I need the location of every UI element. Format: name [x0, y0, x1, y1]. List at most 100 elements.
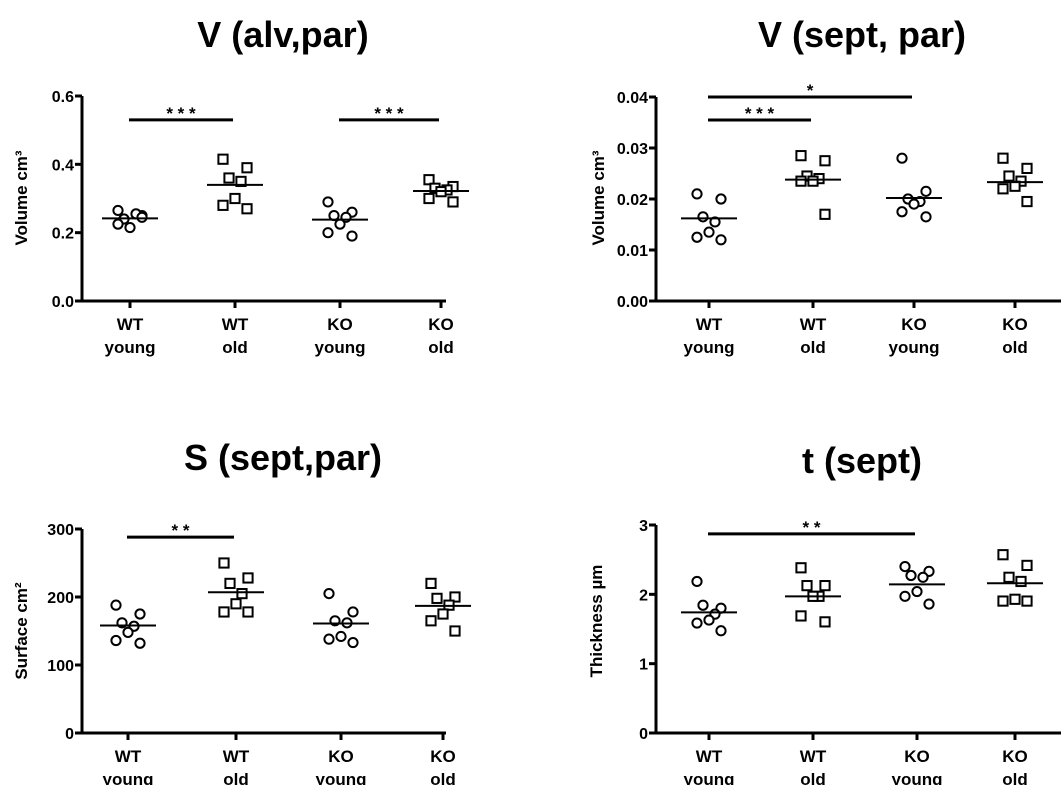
data-point-circle — [917, 571, 929, 583]
data-point-circle — [322, 196, 334, 208]
data-point-circle — [347, 636, 359, 649]
data-point-square — [795, 175, 807, 187]
data-point-square — [218, 557, 230, 569]
x-tick-label: old — [430, 770, 456, 785]
x-tick-label: KO — [904, 747, 930, 766]
data-point-circle — [323, 633, 335, 645]
data-point-square — [431, 592, 443, 604]
significance-label: * * — [803, 518, 821, 537]
y-axis-label: Volume cm³ — [12, 150, 31, 245]
y-tick-label: 0.2 — [52, 226, 74, 243]
x-tick-label: KO — [328, 747, 354, 766]
data-point-square — [997, 549, 1009, 561]
data-point-square — [795, 610, 807, 622]
x-tick-label: WT — [696, 747, 723, 766]
data-point-square — [1021, 195, 1033, 208]
data-point-square — [819, 208, 831, 220]
x-tick-label: young — [315, 338, 366, 357]
x-tick-label: WT — [800, 747, 827, 766]
data-point-circle — [715, 625, 727, 637]
significance-label: * * * — [166, 104, 196, 123]
data-point-circle — [691, 575, 703, 588]
data-point-circle — [709, 216, 721, 228]
y-tick-label: 0 — [639, 726, 648, 743]
data-point-circle — [110, 599, 122, 611]
panel-title: V (alv,par) — [197, 14, 368, 55]
data-point-circle — [346, 230, 358, 242]
panel-3: S (sept,par) Surface cm² 0 100 200 300 WT young… — [12, 437, 471, 785]
data-point-square — [1021, 595, 1033, 607]
x-tick-label: WT — [800, 315, 827, 334]
y-tick-label: 0.00 — [617, 294, 648, 311]
data-point-circle — [691, 188, 703, 200]
data-point-square — [230, 598, 242, 610]
x-tick-label: young — [684, 770, 735, 785]
x-tick-label: KO — [1002, 747, 1028, 766]
data-point-circle — [703, 614, 715, 626]
data-point-circle — [122, 626, 134, 638]
x-tick-label: old — [223, 770, 249, 785]
x-tick-label: WT — [115, 747, 142, 766]
y-axis-label: Thickness µm — [587, 565, 606, 678]
data-point-square — [223, 172, 235, 184]
data-point-square — [819, 155, 831, 167]
x-tick-label: WT — [222, 315, 249, 334]
data-point-circle — [920, 211, 932, 223]
data-point-circle — [112, 218, 124, 230]
y-tick-label: 0.02 — [617, 192, 648, 209]
x-tick-label: KO — [428, 315, 454, 334]
x-tick-label: old — [1002, 770, 1028, 785]
significance-label: * * * — [745, 104, 775, 123]
data-point-square — [425, 577, 437, 589]
data-point-circle — [908, 198, 920, 210]
data-point-square — [795, 562, 807, 574]
data-point-circle — [899, 590, 911, 602]
data-point-circle — [703, 226, 715, 238]
x-tick-label: young — [103, 770, 154, 785]
data-point-circle — [923, 598, 935, 610]
y-tick-label: 300 — [47, 522, 74, 539]
data-point-circle — [124, 221, 136, 234]
data-point-circle — [920, 185, 932, 197]
data-point-circle — [911, 585, 923, 598]
data-point-square — [1015, 575, 1027, 588]
data-point-square — [235, 175, 247, 188]
x-tick-label: old — [428, 338, 454, 357]
data-point-circle — [334, 218, 346, 230]
data-point-circle — [136, 211, 148, 223]
data-point-square — [242, 606, 254, 618]
data-point-square — [447, 196, 459, 208]
y-tick-label: 3 — [639, 518, 648, 535]
panel-1: V (alv,par) Volume cm³ 0.0 0.2 0.4 0.6 WT young… — [12, 14, 469, 357]
panel-title: V (sept, par) — [758, 14, 966, 55]
data-point-square — [437, 608, 449, 620]
data-point-circle — [899, 561, 911, 573]
data-point-square — [224, 577, 236, 589]
data-point-square — [242, 572, 254, 584]
data-point-square — [1009, 593, 1021, 605]
x-tick-label: young — [889, 338, 940, 357]
data-point-circle — [697, 211, 709, 223]
x-tick-label: KO — [1002, 315, 1028, 334]
y-tick-label: 200 — [47, 590, 74, 607]
x-tick-label: KO — [901, 315, 927, 334]
data-point-square — [423, 192, 435, 205]
panel-4: t (sept) Thickness µm 0 1 2 3 WT young WT old KO yo… — [587, 440, 1061, 785]
y-tick-label: 0.0 — [52, 294, 74, 311]
data-point-square — [449, 591, 461, 603]
data-point-square — [241, 162, 253, 174]
data-point-circle — [715, 234, 727, 246]
data-point-square — [236, 588, 248, 600]
x-tick-label: young — [892, 770, 943, 785]
y-tick-label: 0 — [65, 726, 74, 743]
x-tick-label: WT — [117, 315, 144, 334]
data-point-circle — [134, 608, 146, 620]
y-tick-label: 100 — [47, 658, 74, 675]
data-point-circle — [112, 204, 124, 217]
x-tick-label: old — [800, 770, 826, 785]
panel-2: V (sept, par) Volume cm³ 0.00 0.01 0.02 0.03 0… — [589, 14, 1061, 357]
y-axis-label: Volume cm³ — [589, 150, 608, 245]
panel-title: S (sept,par) — [184, 437, 382, 478]
data-point-square — [819, 580, 831, 592]
